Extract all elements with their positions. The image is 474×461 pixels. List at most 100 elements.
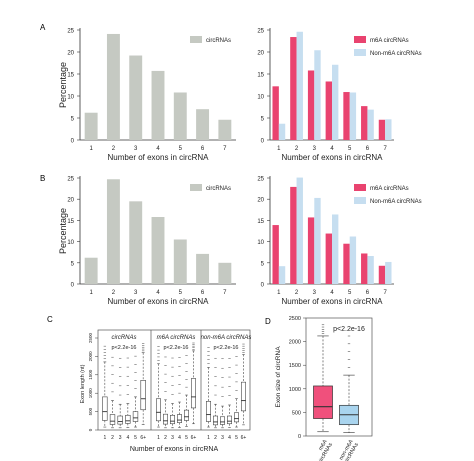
y-tick-label: 5 xyxy=(261,261,265,267)
y-tick-label: 1000 xyxy=(289,387,301,393)
y-tick-label: 1000 xyxy=(88,388,93,399)
y-tick-label: 10 xyxy=(257,240,264,246)
x-tick-label: 6+ xyxy=(191,435,197,441)
subpanel-title: circRNAs xyxy=(112,335,137,341)
y-tick-label: 25 xyxy=(67,177,74,183)
bar xyxy=(290,37,297,140)
x-tick-label: 2 xyxy=(111,435,114,441)
box-body xyxy=(117,415,123,425)
box-body xyxy=(241,381,246,412)
x-tick-label: 7 xyxy=(223,290,227,296)
x-tick-label: 1 xyxy=(207,435,210,441)
subpanel-title: non-m6A circRNAs xyxy=(201,335,252,341)
x-tick-label: 2 xyxy=(295,290,299,296)
x-tick-label: 5 xyxy=(179,146,183,152)
x-tick-label: 2 xyxy=(164,435,167,441)
panel-d-frame xyxy=(305,317,373,437)
x-tick-label: 1 xyxy=(89,290,93,296)
bar xyxy=(385,119,392,140)
bar xyxy=(349,236,357,284)
bar xyxy=(385,261,392,284)
x-tick-label: 2 xyxy=(295,146,299,152)
y-tick-label: 2500 xyxy=(289,316,301,322)
x-tick-label: 2 xyxy=(112,290,116,296)
box-body xyxy=(234,412,239,423)
bar xyxy=(367,256,374,284)
box-body xyxy=(102,396,108,421)
subpanel-title: m6A circRNAs xyxy=(157,335,196,341)
x-tick-label: 5 xyxy=(185,435,188,441)
bar xyxy=(314,50,321,140)
x-tick-label: 5 xyxy=(348,290,352,296)
bar xyxy=(272,86,279,140)
x-tick-label: 3 xyxy=(134,290,138,296)
bar xyxy=(343,243,350,284)
y-tick-label: 5 xyxy=(71,261,75,267)
x-axis-label: Number of exons in circRNA xyxy=(108,297,210,306)
y-tick-label: 15 xyxy=(257,219,264,225)
y-tick-label: 15 xyxy=(257,73,264,79)
x-tick-label: 4 xyxy=(156,290,160,296)
bar-chart-b-left: 0 5 10 15 20 25 1 2 3 4 5 6 7 Number of exons in circ… xyxy=(58,176,236,306)
x-tick-label: non-m6AcircRNAs xyxy=(338,439,360,461)
legend-label: m6A circRNAs xyxy=(370,186,409,192)
x-tick-label: 7 xyxy=(223,146,227,152)
y-tick-label: 1500 xyxy=(289,363,301,369)
legend-swatch xyxy=(190,184,202,191)
subpanel-pvalue: p<2.2e-16 xyxy=(214,345,239,351)
bar xyxy=(332,214,339,284)
box-body xyxy=(156,398,161,422)
bar xyxy=(343,92,350,140)
bar xyxy=(361,253,368,284)
x-tick-label: 5 xyxy=(179,290,183,296)
bar xyxy=(173,239,187,284)
box-body xyxy=(213,415,218,426)
bar xyxy=(278,266,286,284)
x-tick-label: m6AcircRNAs xyxy=(312,439,334,461)
bar xyxy=(314,197,321,284)
x-tick-label: 6 xyxy=(366,290,370,296)
bar xyxy=(325,81,332,140)
x-tick-label: 6 xyxy=(366,146,370,152)
bar xyxy=(151,70,165,140)
box-body xyxy=(125,414,131,424)
bar xyxy=(378,265,386,284)
x-tick-label-line: m6A xyxy=(318,439,329,452)
bar xyxy=(367,109,374,140)
bar xyxy=(325,233,332,284)
box-body xyxy=(177,414,182,423)
bar xyxy=(173,92,187,140)
box-body xyxy=(163,413,168,425)
box-body xyxy=(227,415,232,425)
box-chart-d: 0 500 1000 1500 2000 2500 Exon size of circRNA… xyxy=(275,316,373,461)
bar xyxy=(349,92,357,140)
legend-label: circRNAs xyxy=(206,186,231,192)
x-tick-label: 6 xyxy=(201,290,205,296)
y-tick-label: 10 xyxy=(67,95,74,101)
y-tick-label: 0 xyxy=(261,139,265,145)
box-body xyxy=(132,411,139,422)
legend-swatch xyxy=(190,36,202,43)
bar xyxy=(307,70,315,140)
panel-label-a: A xyxy=(40,23,46,32)
x-axis-label: Number of exons in circRNA xyxy=(108,153,210,162)
legend-swatch xyxy=(354,184,366,191)
box-body xyxy=(206,400,211,422)
legend-swatch xyxy=(354,49,366,56)
x-tick-label: 3 xyxy=(119,435,122,441)
legend-label: Non-m6A circRNAs xyxy=(370,199,422,205)
bar xyxy=(218,119,232,140)
bar xyxy=(84,112,98,140)
x-tick-label: 6+ xyxy=(241,435,247,441)
y-tick-label: 20 xyxy=(257,198,264,204)
x-tick-label: 5 xyxy=(134,435,137,441)
x-tick-label: 6 xyxy=(201,146,205,152)
legend-swatch xyxy=(354,36,366,43)
y-axis-label: Percentage xyxy=(58,62,68,108)
bar xyxy=(332,64,339,140)
x-tick-label: 4 xyxy=(228,435,231,441)
x-tick-label: 3 xyxy=(221,435,224,441)
y-tick-label: 10 xyxy=(67,240,74,246)
